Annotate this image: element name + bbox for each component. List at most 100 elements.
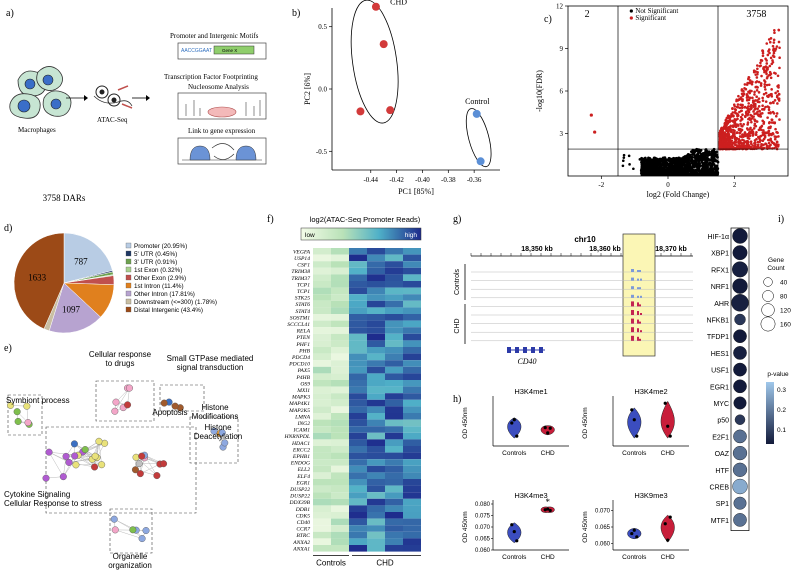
volcano-point-sig	[763, 83, 766, 86]
heatmap-cell	[367, 367, 385, 374]
volcano-point-ns	[639, 158, 642, 161]
heatmap-cell	[331, 545, 349, 552]
volcano-point-ns	[663, 162, 666, 165]
heatmap-cell	[313, 261, 331, 268]
dotplot-tf-label: TFDP1	[707, 334, 729, 341]
heatmap-cell	[349, 519, 367, 526]
track-peak	[631, 286, 634, 289]
dotplot-tf-label: HES1	[711, 351, 729, 358]
volcano-point-ns	[644, 157, 647, 160]
volcano-point-ns	[666, 168, 669, 171]
network-label: Deacetylation	[194, 432, 242, 441]
volcano-point-ns	[623, 154, 626, 157]
volcano-point-sig	[733, 105, 736, 108]
volcano-point-sig	[744, 106, 747, 109]
violin-title: H3K4me2	[634, 387, 667, 396]
volcano-point-ns	[703, 156, 706, 159]
heatmap-cell	[331, 261, 349, 268]
heatmap-gene-label: HDAC1	[291, 441, 310, 447]
heatmap-cell	[313, 439, 331, 446]
heatmap-gene-label: PHF1	[295, 342, 310, 348]
volcano-point-sig	[760, 112, 763, 115]
volcano-point-sig	[759, 135, 762, 138]
pca-point-chd	[372, 3, 380, 11]
heatmap-group-label: CHD	[376, 559, 394, 568]
volcano-point-ns	[683, 164, 686, 167]
volcano-point-ns	[683, 157, 686, 160]
dotplot-pvalue-bar	[766, 382, 774, 444]
network-nodes	[7, 385, 228, 542]
volcano-xtick-label: 2	[733, 181, 737, 189]
volcano-point-sig	[741, 100, 744, 103]
heatmap-cell	[349, 380, 367, 387]
heatmap-gene-label: CCR7	[296, 527, 310, 533]
volcano-point-sig	[769, 144, 772, 147]
track-peak	[631, 319, 634, 324]
volcano-ylabel: -log10(FDR)	[535, 70, 544, 112]
heatmap-cell	[385, 354, 403, 361]
volcano-point-sig	[773, 121, 776, 124]
heatmap-gene-label: PDCD4	[291, 355, 310, 361]
volcano-point-sig	[750, 140, 753, 143]
violin-point	[666, 425, 669, 428]
volcano-point-sig	[760, 82, 763, 85]
heatmap-cell	[385, 373, 403, 380]
volcano-point-sig	[753, 108, 756, 111]
heatmap-cell	[313, 420, 331, 427]
panel-a-svg: a) Macrophages ATAC-Seq Promoter an	[0, 0, 290, 175]
heatmap-cell	[367, 294, 385, 301]
heatmap-cell	[313, 360, 331, 367]
network-node	[126, 385, 133, 392]
heatmap-cell	[349, 538, 367, 545]
volcano-point-ns	[623, 156, 626, 159]
heatmap-gene-label: ELF4	[296, 474, 310, 480]
volcano-point-ns	[715, 169, 718, 172]
volcano-point-sig	[749, 96, 752, 99]
heatmap-cell	[313, 433, 331, 440]
volcano-point-ns	[673, 157, 676, 160]
heatmap-cell	[367, 321, 385, 328]
heatmap-cell	[349, 472, 367, 479]
heatmap-cell	[313, 400, 331, 407]
volcano-point-sig	[756, 76, 759, 79]
step4-label: Link to gene expression	[188, 127, 256, 135]
volcano-point-sig	[734, 122, 737, 125]
heatmap-cell	[313, 472, 331, 479]
volcano-point-sig	[756, 86, 759, 89]
heatmap-cell	[385, 360, 403, 367]
panel-label-f: f)	[267, 214, 274, 225]
volcano-point-sig	[761, 104, 764, 107]
volcano-point-ns	[628, 163, 631, 166]
heatmap-gene-label: DUSP22	[289, 487, 310, 493]
heatmap-cell	[349, 499, 367, 506]
volcano-point-sig	[771, 118, 774, 121]
atac-icon	[94, 86, 132, 108]
macrophages-label: Macrophages	[18, 126, 56, 134]
heatmap-cell	[367, 327, 385, 334]
heatmap-cell	[349, 433, 367, 440]
volcano-point-sig	[766, 84, 769, 87]
network-node	[63, 453, 70, 460]
heatmap-cell	[331, 466, 349, 473]
tracks-gene-exon	[531, 347, 535, 353]
heatmap-gene-label: ENDOG	[290, 461, 310, 467]
pca-ytick-label: 0.0	[318, 86, 327, 94]
heatmap-gene-label: MAPK3	[291, 395, 310, 401]
dotplot-legend-value: 160	[780, 322, 791, 329]
volcano-point-sig	[756, 89, 759, 92]
volcano-point-ns	[704, 151, 707, 154]
volcano-point-sig	[747, 105, 750, 108]
dotplot-point	[735, 314, 746, 325]
heatmap-cell	[331, 446, 349, 453]
track-peak	[631, 336, 634, 341]
heatmap-cell	[367, 281, 385, 288]
heatmap-cell	[349, 439, 367, 446]
volcano-point-ns	[709, 153, 712, 156]
dotplot-legend-value: 120	[780, 308, 791, 315]
volcano-point-sig	[734, 125, 737, 128]
heatmap-cell	[349, 486, 367, 493]
heatmap-cell	[313, 294, 331, 301]
panel-label-c: c)	[544, 14, 552, 25]
heatmap-cell	[403, 420, 421, 427]
arrow-1-head	[84, 95, 88, 101]
